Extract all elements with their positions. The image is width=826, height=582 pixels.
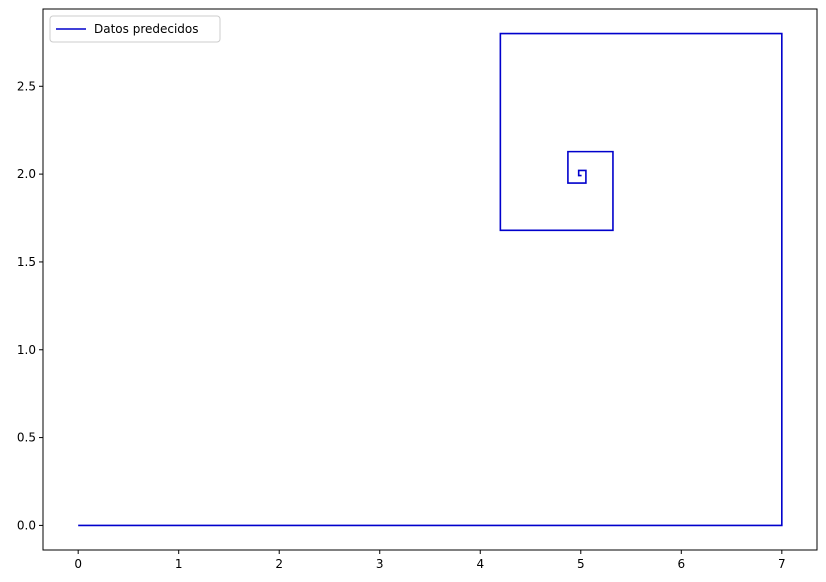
plot-frame bbox=[42, 8, 818, 551]
x-tick-label: 0 bbox=[74, 557, 82, 571]
x-tick-label: 3 bbox=[376, 557, 384, 571]
series-layer bbox=[78, 32, 783, 527]
x-tick-label: 5 bbox=[577, 557, 585, 571]
y-tick-label: 2.5 bbox=[17, 79, 36, 93]
series-line bbox=[78, 32, 783, 527]
x-axis: 0 1 2 3 4 5 6 7 bbox=[74, 550, 786, 571]
y-tick-label: 1.0 bbox=[17, 343, 36, 357]
x-tick-label: 4 bbox=[476, 557, 484, 571]
x-tick-label: 7 bbox=[778, 557, 786, 571]
legend: Datos predecidos bbox=[49, 15, 221, 43]
y-axis: 0.0 0.5 1.0 1.5 2.0 2.5 bbox=[17, 79, 43, 532]
x-tick-label: 6 bbox=[677, 557, 685, 571]
y-tick-label: 0.0 bbox=[17, 518, 36, 532]
legend-label: Datos predecidos bbox=[94, 22, 199, 36]
y-tick-label: 0.5 bbox=[17, 431, 36, 445]
y-tick-label: 2.0 bbox=[17, 167, 36, 181]
legend-box bbox=[49, 15, 221, 43]
plot-area bbox=[43, 9, 817, 550]
x-tick-label: 2 bbox=[275, 557, 283, 571]
x-tick-label: 1 bbox=[175, 557, 183, 571]
y-tick-label: 1.5 bbox=[17, 255, 36, 269]
